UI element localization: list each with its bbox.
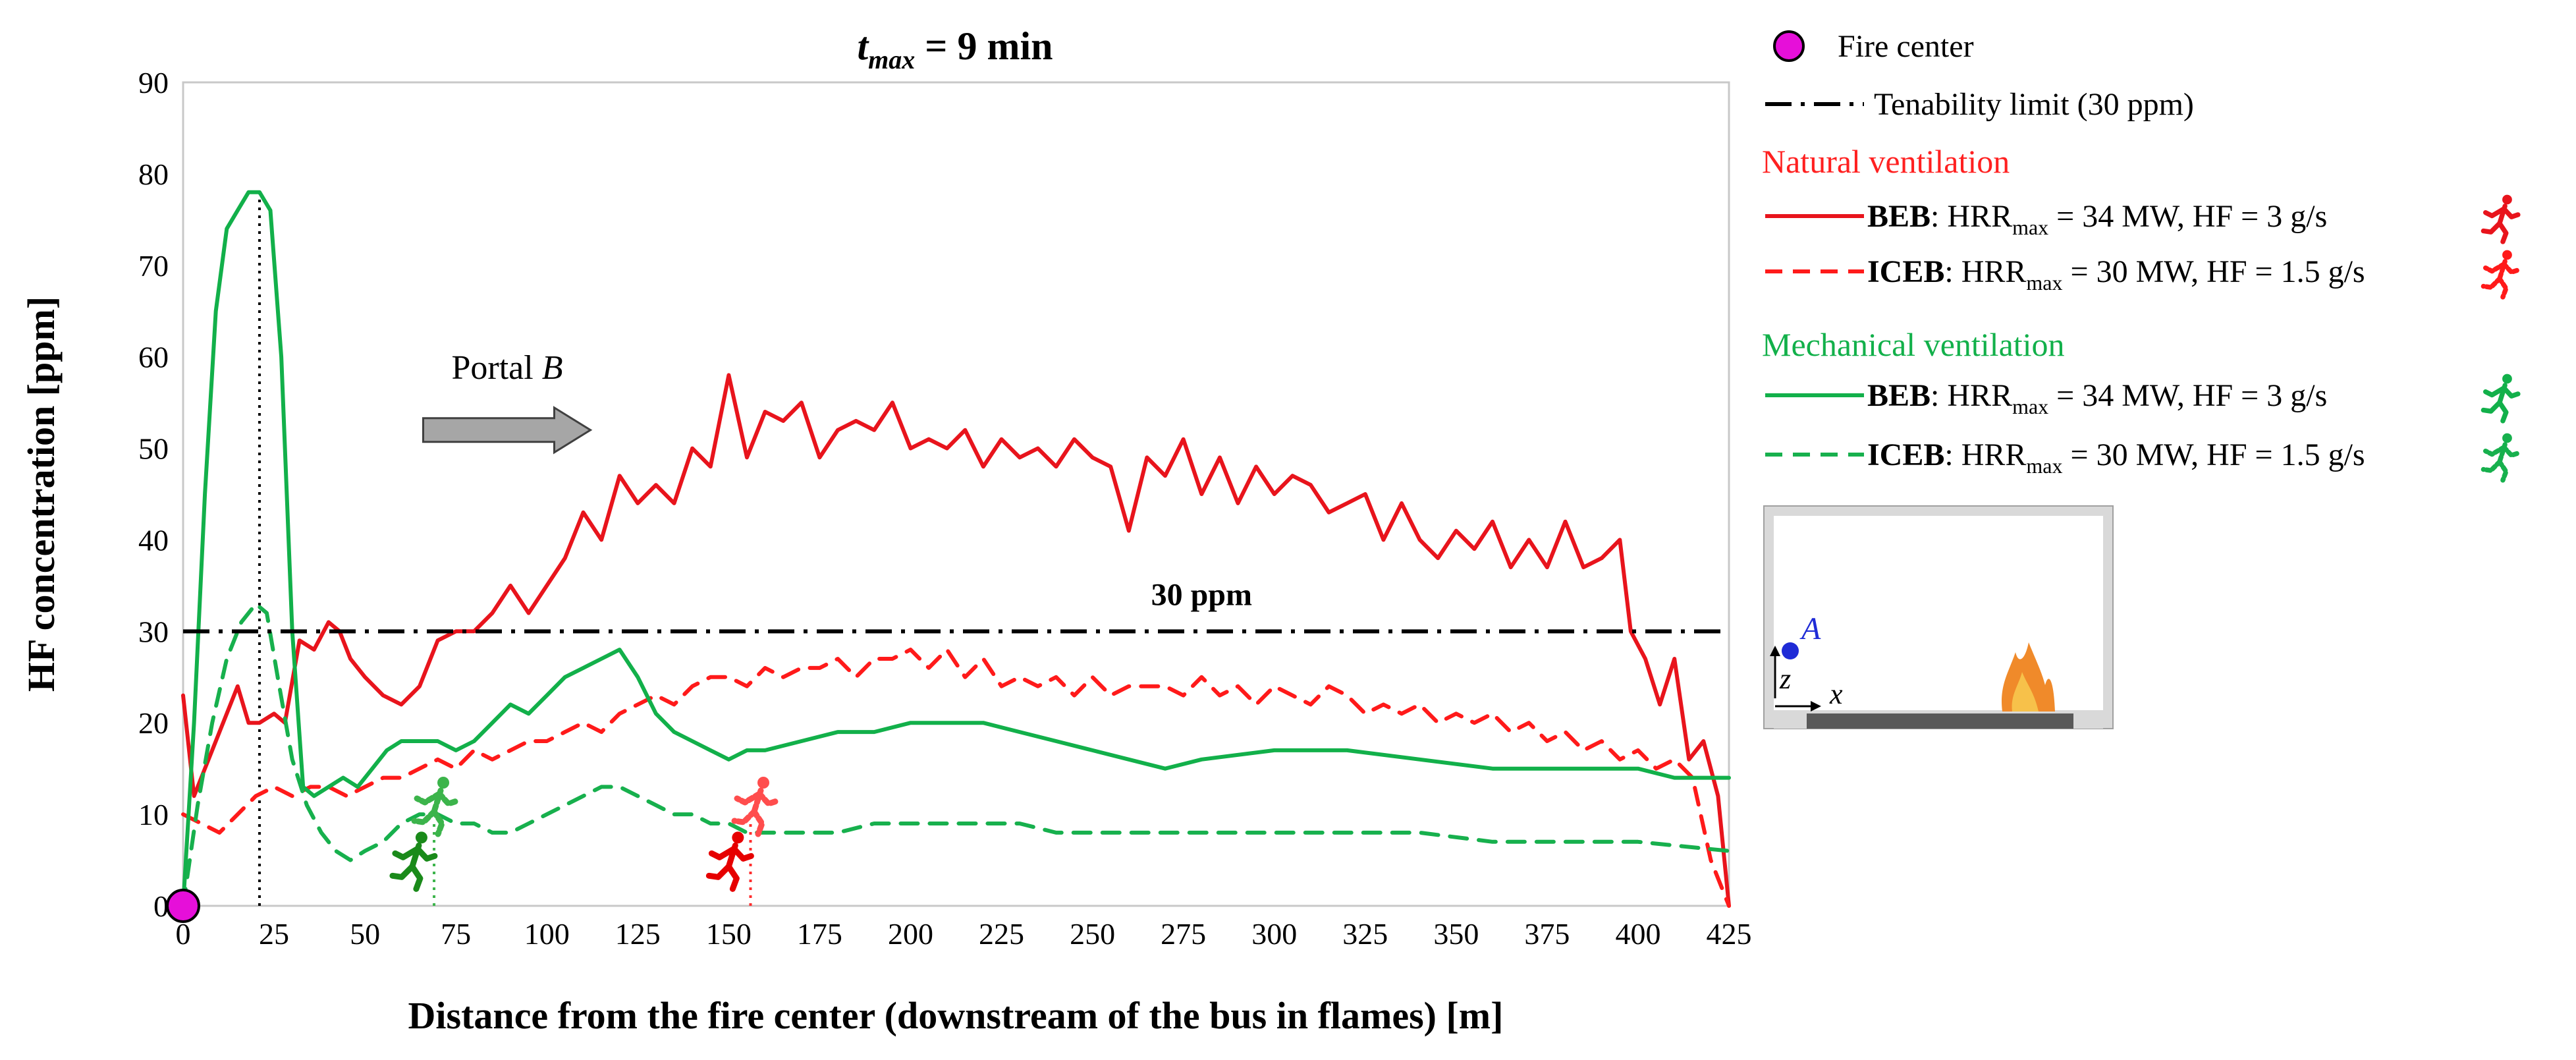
- x-tick-label: 75: [441, 917, 471, 951]
- y-tick-label: 40: [138, 523, 169, 557]
- tunnel-left-ledge: [1774, 710, 1807, 729]
- probe-point-a-label: A: [1799, 611, 1821, 646]
- portal-b-label: Portal B: [452, 349, 563, 387]
- x-axis-schematic-label: x: [1829, 678, 1843, 710]
- y-tick-label: 20: [138, 706, 169, 740]
- legend: Fire center Tenability limit (30 ppm) Na…: [1762, 29, 2521, 483]
- fire-center-marker: [166, 889, 200, 923]
- y-tick-label: 80: [138, 157, 169, 191]
- x-tick-label: 275: [1161, 917, 1206, 951]
- y-tick-label: 0: [153, 889, 169, 923]
- y-tick-label: 70: [138, 249, 169, 283]
- x-tick-label: 300: [1251, 917, 1297, 951]
- y-tick-label: 90: [138, 66, 169, 99]
- legend-entry-label: BEB: HRRmax = 34 MW, HF = 3 g/s: [1867, 199, 2327, 239]
- x-tick-label: 175: [797, 917, 842, 951]
- legend-tenability-label: Tenability limit (30 ppm): [1874, 87, 2194, 122]
- x-axis-label: Distance from the fire center (downstrea…: [408, 994, 1504, 1037]
- x-tick-label: 100: [524, 917, 570, 951]
- nat-iceb-runner-icon: [731, 777, 780, 837]
- mech-beb-runner-icon: [389, 831, 438, 892]
- z-axis-arrowhead-icon: [1770, 646, 1780, 656]
- legend-runner-mechanical-icon: [2480, 374, 2521, 424]
- x-tick-label: 375: [1524, 917, 1570, 951]
- x-axis-arrowhead-icon: [1811, 701, 1821, 711]
- probe-point-a-icon: [1782, 642, 1799, 659]
- evacuee-markers: [389, 777, 780, 892]
- x-tick-label: 400: [1615, 917, 1660, 951]
- legend-entry-label: ICEB: HRRmax = 30 MW, HF = 1.5 g/s: [1867, 437, 2365, 478]
- x-tick-label: 25: [259, 917, 289, 951]
- data-series: [181, 190, 1731, 908]
- portal-arrow-icon: [422, 406, 593, 455]
- x-tick-label: 250: [1070, 917, 1115, 951]
- legend-runner-natural-icon: [2480, 194, 2521, 244]
- legend-natural-heading: Natural ventilation: [1762, 143, 2010, 180]
- x-tick-label: 150: [706, 917, 752, 951]
- x-tick-label: 0: [176, 917, 191, 951]
- plot-area: [182, 81, 1730, 907]
- series-mechanical-beb: [181, 190, 1731, 908]
- series-mechanical-iceb: [181, 601, 1731, 908]
- x-tick-label: 125: [615, 917, 661, 951]
- tunnel-road-slab: [1807, 713, 2073, 729]
- x-tick-label: 325: [1342, 917, 1388, 951]
- x-tick-label: 350: [1433, 917, 1479, 951]
- legend-fire-center-icon: [1773, 30, 1805, 62]
- chart-title: tmax = 9 min: [857, 24, 1053, 74]
- y-axis-ticks: 0 10 20 30 40 50 60 70 80 90: [138, 66, 169, 923]
- tunnel-interior: [1774, 516, 2103, 710]
- x-axis-ticks: 0 25 50 75 100 125 150 175 200 225 250 275 300 325 350…: [176, 917, 1752, 951]
- vertical-reference-lines: [258, 192, 752, 906]
- x-tick-label: 425: [1707, 917, 1752, 951]
- legend-runner-natural-icon: [2480, 250, 2521, 300]
- legend-fire-center-label: Fire center: [1838, 29, 1974, 64]
- y-tick-label: 50: [138, 432, 169, 466]
- legend-entry-label: BEB: HRRmax = 34 MW, HF = 3 g/s: [1867, 378, 2327, 418]
- y-tick-label: 10: [138, 798, 169, 831]
- legend-entries: BEB: HRRmax = 34 MW, HF = 3 g/s ICEB: HRR…: [1765, 194, 2521, 483]
- legend-mechanical-heading: Mechanical ventilation: [1762, 326, 2065, 363]
- y-tick-label: 30: [138, 615, 169, 648]
- legend-runner-mechanical-icon: [2480, 433, 2521, 483]
- x-tick-label: 225: [979, 917, 1024, 951]
- z-axis-label: z: [1779, 663, 1791, 695]
- mech-iceb-runner-icon: [411, 777, 460, 837]
- x-tick-label: 50: [350, 917, 380, 951]
- y-axis-label: HF concentration [ppm]: [20, 296, 63, 692]
- tunnel-schematic-diagram: z x A: [1763, 505, 2114, 729]
- series-natural-iceb: [181, 648, 1731, 908]
- legend-entry-label: ICEB: HRRmax = 30 MW, HF = 1.5 g/s: [1867, 254, 2365, 294]
- fire-flame-inner-icon: [2012, 672, 2039, 711]
- x-tick-label: 200: [888, 917, 933, 951]
- nat-beb-runner-icon: [705, 831, 754, 892]
- tunnel-right-ledge: [2073, 710, 2103, 729]
- series-natural-beb: [181, 373, 1731, 908]
- y-tick-label: 60: [138, 341, 169, 374]
- threshold-label: 30 ppm: [1151, 577, 1252, 612]
